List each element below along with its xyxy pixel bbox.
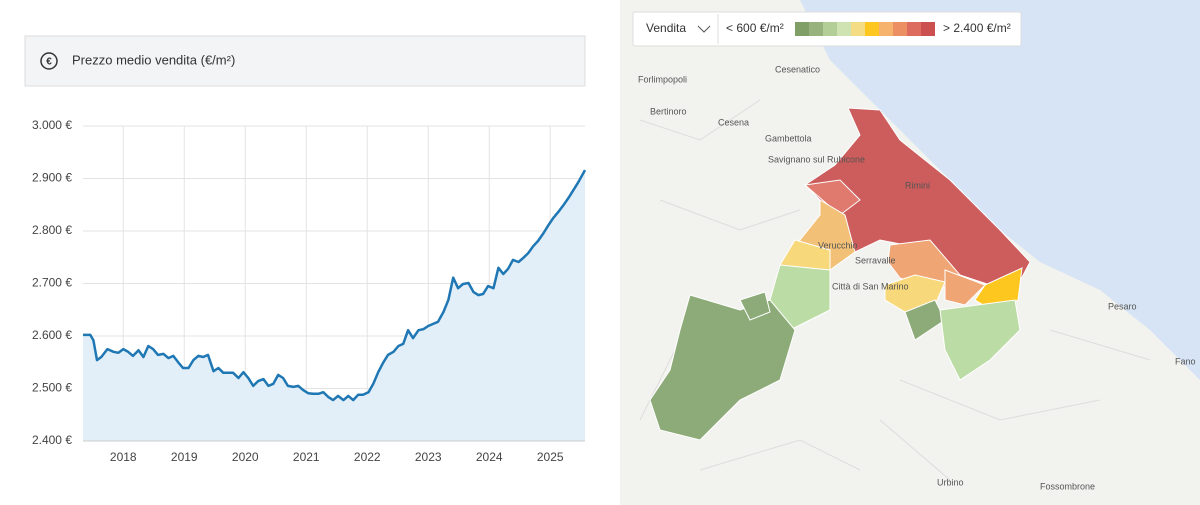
panel-header <box>24 35 586 87</box>
y-tick-label: 2.800 € <box>32 223 72 237</box>
legend-swatch <box>879 22 893 36</box>
place-label: Bertinoro <box>650 106 687 116</box>
zone <box>769 264 831 331</box>
place-label: Città di San Marino <box>832 281 909 291</box>
zone <box>939 299 1021 381</box>
legend-swatch <box>921 22 935 36</box>
legend-low: < 600 €/m² <box>726 21 784 35</box>
euro-icon-text: € <box>46 57 52 68</box>
place-label: Serravalle <box>855 255 896 265</box>
y-tick-label: 2.600 € <box>32 328 72 342</box>
place-label: Savignano sul Rubicone <box>768 154 865 164</box>
map-legend: Vendita < 600 €/m² > 2.400 €/m² <box>632 11 1022 47</box>
chevron <box>697 25 711 33</box>
place-label: Fossombrone <box>1040 481 1095 491</box>
roads <box>639 99 1151 481</box>
panel-title: Prezzo medio vendita (€/m²) <box>72 52 235 67</box>
mode-select[interactable]: Vendita <box>646 21 686 35</box>
place-labels: Forlimpopoli Bertinoro Cesena Cesenatico Gam… <box>638 64 1196 491</box>
line-chart: 2.400 € 2.500 € 2.600 € 2.700 € 2.800 € 2.900… <box>32 118 587 464</box>
legend-scale <box>795 22 935 36</box>
legend-swatch <box>893 22 907 36</box>
x-tick-label: 2024 <box>476 450 503 464</box>
y-tick-label: 2.500 € <box>32 381 72 395</box>
x-tick-label: 2025 <box>537 450 564 464</box>
place-label: Forlimpopoli <box>638 74 687 84</box>
x-tick-label: 2020 <box>232 450 259 464</box>
place-label: Verucchio <box>818 240 858 250</box>
place-label: Fano <box>1175 356 1196 366</box>
place-label: Urbino <box>937 477 964 487</box>
place-label: Gambettola <box>765 133 812 143</box>
x-tick-label: 2019 <box>171 450 198 464</box>
legend-swatch <box>823 22 837 36</box>
legend-swatch <box>795 22 809 36</box>
legend-swatch <box>851 22 865 36</box>
map <box>620 0 1200 505</box>
legend-swatch <box>809 22 823 36</box>
line <box>83 169 587 402</box>
legend-high: > 2.400 €/m² <box>943 21 1011 35</box>
area <box>83 170 585 441</box>
y-tick-label: 2.900 € <box>32 171 72 185</box>
zone <box>944 269 986 306</box>
x-tick-label: 2021 <box>293 450 320 464</box>
y-tick-label: 3.000 € <box>32 118 72 132</box>
y-tick-label: 2.700 € <box>32 276 72 290</box>
sea <box>800 0 1200 380</box>
place-label: Cesena <box>718 117 749 127</box>
legend-swatch <box>907 22 921 36</box>
place-label: Pesaro <box>1108 301 1137 311</box>
y-tick-label: 2.400 € <box>32 433 72 447</box>
legend-swatch <box>865 22 879 36</box>
x-tick-label: 2022 <box>354 450 381 464</box>
place-label: Rimini <box>905 180 930 190</box>
x-tick-label: 2018 <box>110 450 137 464</box>
x-tick-label: 2023 <box>415 450 442 464</box>
euro-icon <box>40 52 58 70</box>
zone <box>649 294 796 441</box>
legend-swatch <box>837 22 851 36</box>
place-label: Cesenatico <box>775 64 820 74</box>
